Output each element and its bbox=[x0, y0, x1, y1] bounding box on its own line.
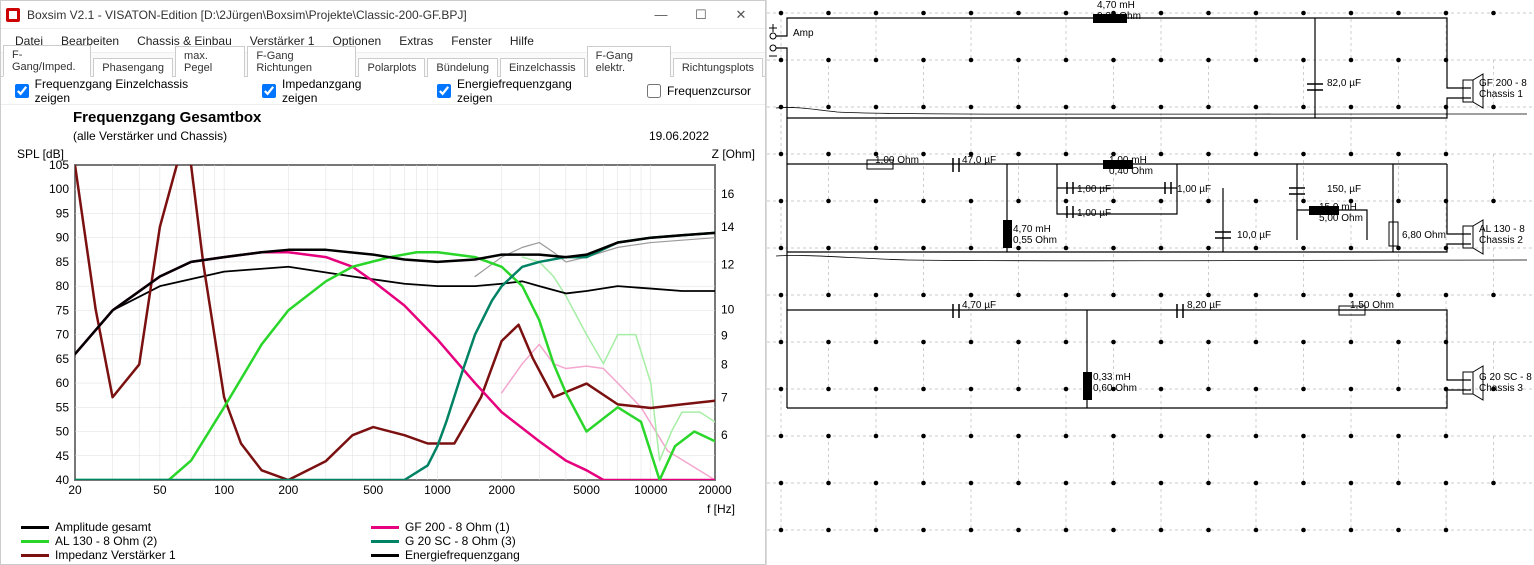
svg-text:45: 45 bbox=[56, 449, 70, 463]
component-label: 150, µF bbox=[1327, 184, 1361, 195]
component-label: 1,00 µF bbox=[1077, 208, 1111, 219]
check-cursor[interactable]: Frequenzcursor bbox=[647, 84, 751, 98]
chart-svg: 20 50 100 200 500 1000 2000 5000 10000 20000 40 45 5… bbox=[1, 105, 767, 565]
svg-text:40: 40 bbox=[56, 473, 70, 487]
svg-text:90: 90 bbox=[56, 231, 70, 245]
minimize-button[interactable]: — bbox=[641, 1, 681, 29]
chart-legend: Amplitude gesamtGF 200 - 8 Ohm (1)AL 130… bbox=[21, 520, 691, 562]
legend-item: Energiefrequenzgang bbox=[371, 548, 691, 562]
app-icon bbox=[5, 7, 21, 23]
svg-text:10000: 10000 bbox=[634, 483, 668, 497]
svg-text:55: 55 bbox=[56, 400, 70, 414]
svg-text:500: 500 bbox=[363, 483, 383, 497]
chart-panel: Frequenzgang Gesamtbox (alle Verstärker … bbox=[1, 105, 765, 564]
component-label: 82,0 µF bbox=[1327, 78, 1361, 89]
svg-text:5000: 5000 bbox=[573, 483, 600, 497]
close-button[interactable]: ✕ bbox=[721, 1, 761, 29]
tab-3[interactable]: F-Gang Richtungen bbox=[247, 46, 356, 77]
legend-item: Amplitude gesamt bbox=[21, 520, 371, 534]
tab-2[interactable]: max. Pegel bbox=[175, 46, 245, 77]
svg-text:60: 60 bbox=[56, 376, 70, 390]
svg-text:9: 9 bbox=[721, 328, 728, 342]
svg-text:2000: 2000 bbox=[488, 483, 515, 497]
component-label: 1,50 Ohm bbox=[1350, 300, 1394, 311]
tab-1[interactable]: Phasengang bbox=[93, 58, 173, 77]
svg-text:65: 65 bbox=[56, 352, 70, 366]
legend-item: AL 130 - 8 Ohm (2) bbox=[21, 534, 371, 548]
svg-text:12: 12 bbox=[721, 258, 735, 272]
svg-text:100: 100 bbox=[214, 483, 234, 497]
component-label: 4,70 mH0,28 Ohm bbox=[1097, 0, 1141, 22]
component-label: 4,70 µF bbox=[962, 300, 996, 311]
tab-8[interactable]: Richtungsplots bbox=[673, 58, 763, 77]
svg-text:20000: 20000 bbox=[698, 483, 732, 497]
component-label: 1,00 µF bbox=[1177, 184, 1211, 195]
menu-extras[interactable]: Extras bbox=[391, 32, 441, 50]
svg-text:75: 75 bbox=[56, 303, 70, 317]
legend-item: G 20 SC - 8 Ohm (3) bbox=[371, 534, 691, 548]
svg-text:50: 50 bbox=[153, 483, 167, 497]
svg-text:100: 100 bbox=[49, 182, 69, 196]
tab-6[interactable]: Einzelchassis bbox=[500, 58, 585, 77]
component-label: 1,00 Ohm bbox=[875, 155, 919, 166]
check-freq-einzel[interactable]: Frequenzgang Einzelchassis zeigen bbox=[15, 77, 222, 105]
tab-7[interactable]: F-Gang elektr. bbox=[587, 46, 671, 77]
title-bar: Boxsim V2.1 - VISATON-Edition [D:\2Jürge… bbox=[1, 1, 765, 29]
circuit-svg bbox=[767, 0, 1534, 565]
legend-item: Impedanz Verstärker 1 bbox=[21, 548, 371, 562]
component-label: 4,70 mH0,55 Ohm bbox=[1013, 224, 1057, 246]
check-energie[interactable]: Energiefrequenzgang zeigen bbox=[437, 77, 607, 105]
component-label: 0,33 mH0,60 Ohm bbox=[1093, 372, 1137, 394]
component-label: 10,0 µF bbox=[1237, 230, 1271, 241]
component-label: 1,00 mH0,40 Ohm bbox=[1109, 155, 1153, 177]
component-label: GF 200 - 8Chassis 1 bbox=[1479, 78, 1527, 100]
window-title: Boxsim V2.1 - VISATON-Edition [D:\2Jürge… bbox=[27, 8, 641, 22]
amp-label: Amp bbox=[793, 28, 814, 39]
svg-text:95: 95 bbox=[56, 206, 70, 220]
component-label: 6,80 Ohm bbox=[1402, 230, 1446, 241]
check-impedanz[interactable]: Impedanzgang zeigen bbox=[262, 77, 397, 105]
component-label: 15,0 mH5,00 Ohm bbox=[1319, 202, 1363, 224]
options-row: Frequenzgang Einzelchassis zeigen Impeda… bbox=[1, 77, 765, 105]
circuit-panel: Amp 4,70 mH0,28 Ohm 82,0 µF GF 200 - 8Chass… bbox=[766, 0, 1534, 565]
component-label: 47,0 µF bbox=[962, 155, 996, 166]
svg-text:10: 10 bbox=[721, 303, 735, 317]
svg-text:85: 85 bbox=[56, 255, 70, 269]
legend-item: GF 200 - 8 Ohm (1) bbox=[371, 520, 691, 534]
main-window: Boxsim V2.1 - VISATON-Edition [D:\2Jürge… bbox=[0, 0, 766, 565]
component-label: 1,00 µF bbox=[1077, 184, 1111, 195]
tab-4[interactable]: Polarplots bbox=[358, 58, 425, 77]
svg-text:80: 80 bbox=[56, 279, 70, 293]
tab-strip: F-Gang/Imped.Phasengangmax. PegelF-Gang … bbox=[1, 53, 765, 77]
svg-text:105: 105 bbox=[49, 158, 69, 172]
menu-hilfe[interactable]: Hilfe bbox=[502, 32, 542, 50]
svg-text:8: 8 bbox=[721, 357, 728, 371]
svg-text:200: 200 bbox=[278, 483, 298, 497]
menu-fenster[interactable]: Fenster bbox=[443, 32, 500, 50]
svg-text:14: 14 bbox=[721, 220, 735, 234]
svg-text:1000: 1000 bbox=[424, 483, 451, 497]
svg-text:6: 6 bbox=[721, 428, 728, 442]
tab-0[interactable]: F-Gang/Imped. bbox=[3, 45, 91, 77]
component-label: G 20 SC - 8Chassis 3 bbox=[1479, 372, 1532, 394]
component-label: AL 130 - 8Chassis 2 bbox=[1479, 224, 1525, 246]
component-label: 8,20 µF bbox=[1187, 300, 1221, 311]
svg-text:70: 70 bbox=[56, 328, 70, 342]
svg-text:16: 16 bbox=[721, 187, 735, 201]
maximize-button[interactable]: ☐ bbox=[681, 1, 721, 29]
tab-5[interactable]: Bündelung bbox=[427, 58, 498, 77]
svg-text:20: 20 bbox=[68, 483, 82, 497]
svg-text:7: 7 bbox=[721, 390, 728, 404]
svg-text:50: 50 bbox=[56, 425, 70, 439]
